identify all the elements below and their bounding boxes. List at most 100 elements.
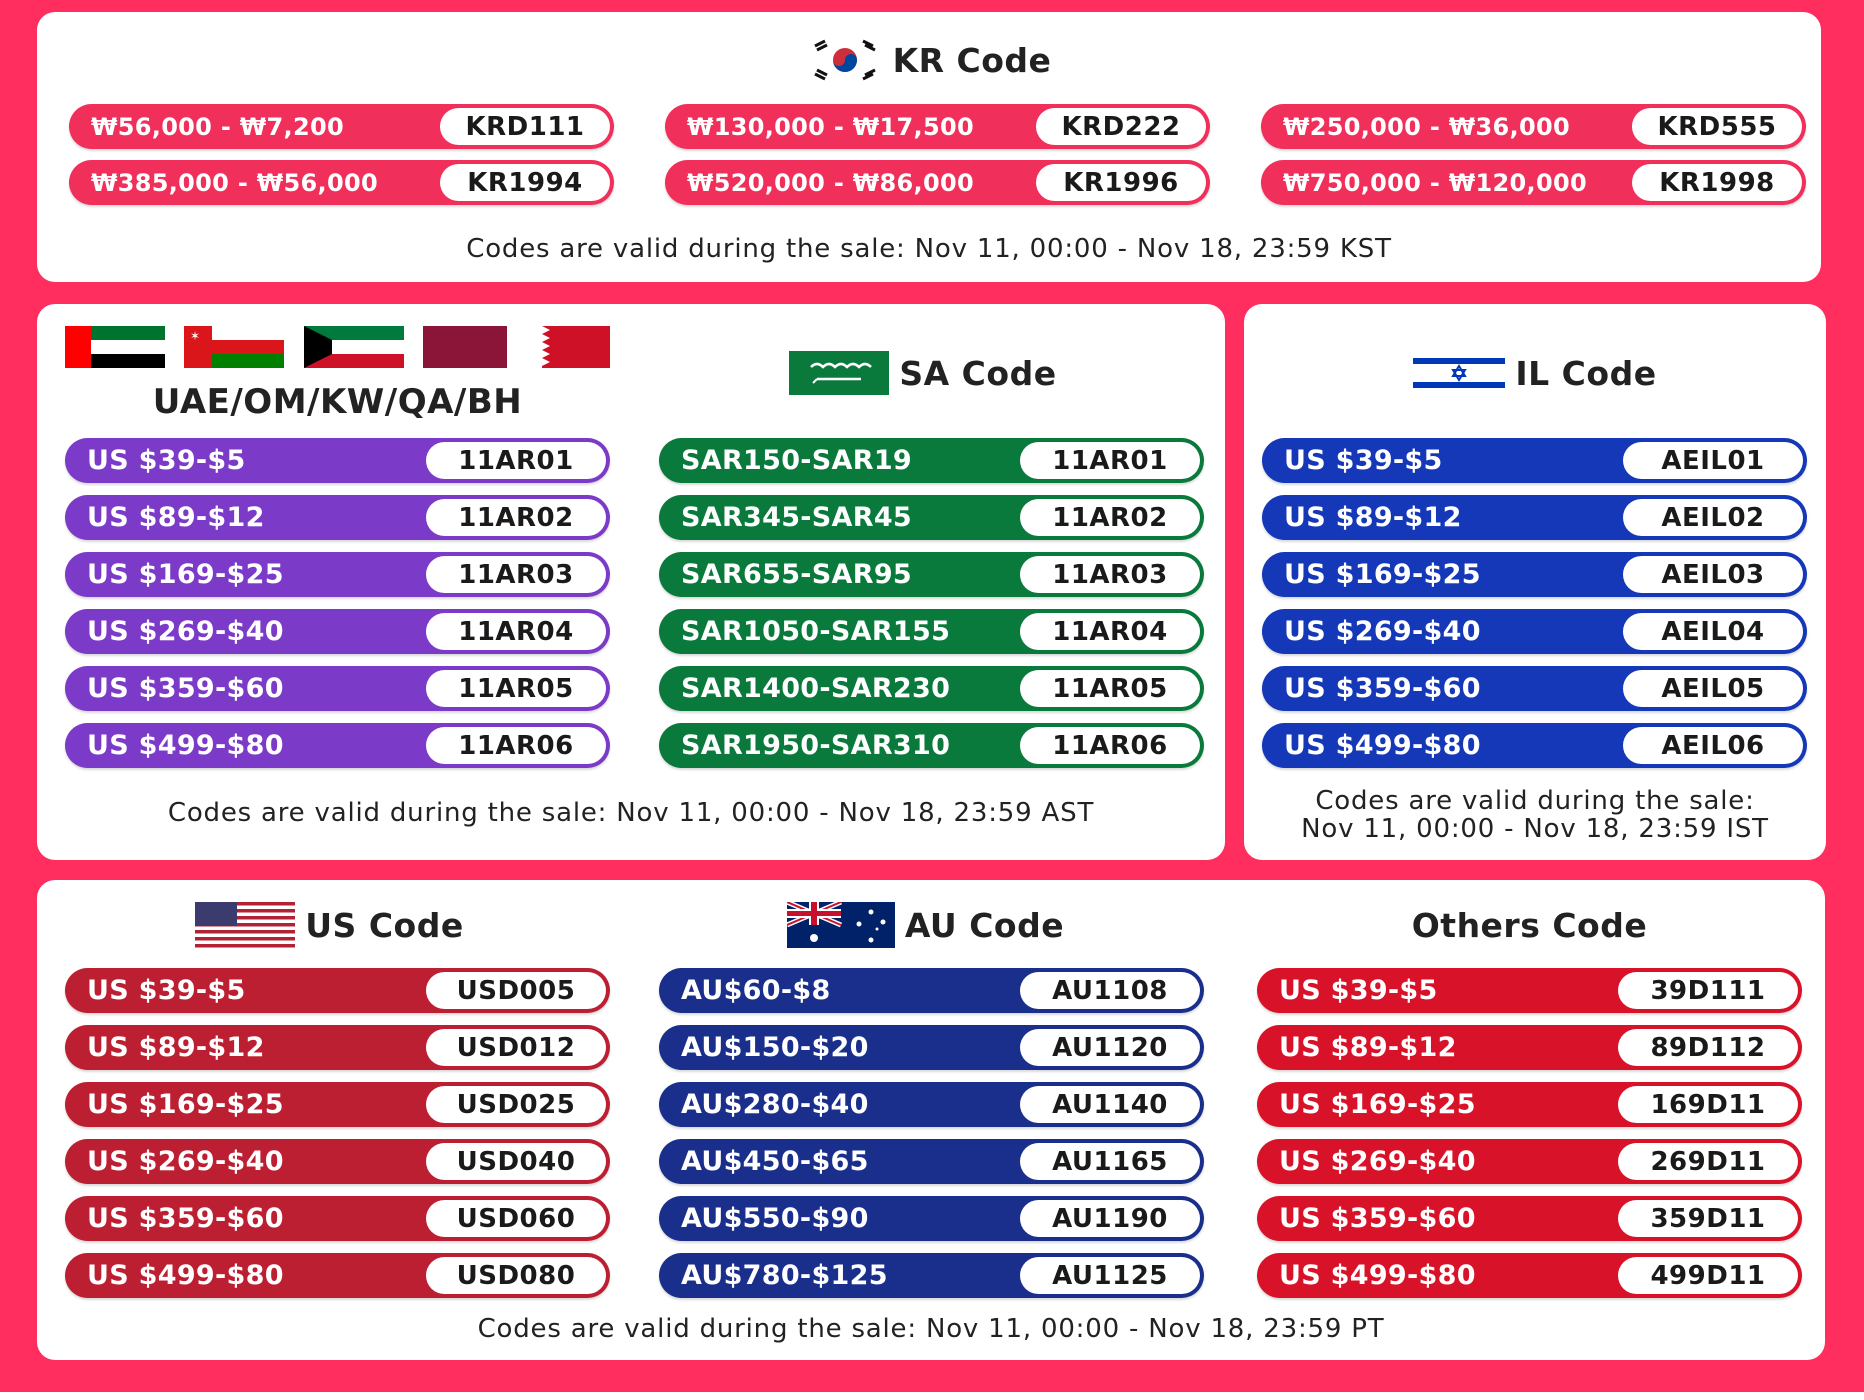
promo-code[interactable]: 11AR01 <box>426 442 606 479</box>
promo-code[interactable]: 11AR01 <box>1020 442 1200 479</box>
us-code-pill[interactable]: US $499-$80 USD080 <box>65 1253 610 1298</box>
il-code-pill[interactable]: US $89-$12 AEIL02 <box>1262 495 1807 540</box>
promo-code[interactable]: AEIL02 <box>1623 499 1803 536</box>
sa-code-pill[interactable]: SAR150-SAR19 11AR01 <box>659 438 1204 483</box>
promo-code[interactable]: 11AR05 <box>426 670 606 707</box>
il-code-pill[interactable]: US $39-$5 AEIL01 <box>1262 438 1807 483</box>
promo-code[interactable]: USD080 <box>426 1257 606 1294</box>
promo-code[interactable]: 11AR04 <box>1020 613 1200 650</box>
au-code-pill[interactable]: AU$60-$8 AU1108 <box>659 968 1204 1013</box>
promo-code[interactable]: AEIL06 <box>1623 727 1803 764</box>
promo-code[interactable]: AU1120 <box>1020 1029 1200 1066</box>
price-range-label: US $39-$5 <box>1279 975 1438 1006</box>
promo-code[interactable]: 11AR03 <box>1020 556 1200 593</box>
price-range-label: SAR345-SAR45 <box>681 502 913 533</box>
kr-code-pill[interactable]: ₩520,000 - ₩86,000 KR1996 <box>665 160 1210 205</box>
promo-code[interactable]: KRD111 <box>440 108 610 145</box>
promo-code[interactable]: 11AR02 <box>426 499 606 536</box>
others-code-pill[interactable]: US $169-$25 169D11 <box>1257 1082 1802 1127</box>
price-range-label: US $269-$40 <box>1279 1146 1476 1177</box>
promo-code[interactable]: USD005 <box>426 972 606 1009</box>
au-code-pill[interactable]: AU$780-$125 AU1125 <box>659 1253 1204 1298</box>
us-code-pill[interactable]: US $169-$25 USD025 <box>65 1082 610 1127</box>
sa-code-pill[interactable]: SAR1050-SAR155 11AR04 <box>659 609 1204 654</box>
kr-code-pill[interactable]: ₩56,000 - ₩7,200 KRD111 <box>69 104 614 149</box>
promo-code[interactable]: 39D111 <box>1618 972 1798 1009</box>
others-code-pill[interactable]: US $359-$60 359D11 <box>1257 1196 1802 1241</box>
il-code-pill[interactable]: US $269-$40 AEIL04 <box>1262 609 1807 654</box>
ar-code-pill[interactable]: US $39-$5 11AR01 <box>65 438 610 483</box>
il-code-pill[interactable]: US $499-$80 AEIL06 <box>1262 723 1807 768</box>
price-range-label: US $169-$25 <box>1279 1089 1476 1120</box>
au-code-pill[interactable]: AU$280-$40 AU1140 <box>659 1082 1204 1127</box>
oman-flag-icon: ✶ <box>184 326 285 368</box>
promo-code[interactable]: 11AR02 <box>1020 499 1200 536</box>
sa-code-pill[interactable]: SAR1950-SAR310 11AR06 <box>659 723 1204 768</box>
price-range-label: ₩385,000 - ₩56,000 <box>91 168 378 197</box>
promo-code[interactable]: 89D112 <box>1618 1029 1798 1066</box>
price-range-label: US $359-$60 <box>87 673 284 704</box>
promo-code[interactable]: 11AR05 <box>1020 670 1200 707</box>
qatar-flag-icon <box>422 326 507 368</box>
others-code-pill[interactable]: US $499-$80 499D11 <box>1257 1253 1802 1298</box>
promo-code[interactable]: USD060 <box>426 1200 606 1237</box>
promo-code[interactable]: 11AR06 <box>1020 727 1200 764</box>
price-range-label: ₩56,000 - ₩7,200 <box>91 112 344 141</box>
il-code-pill[interactable]: US $169-$25 AEIL03 <box>1262 552 1807 597</box>
sa-code-pill[interactable]: SAR1400-SAR230 11AR05 <box>659 666 1204 711</box>
ar-code-pill[interactable]: US $269-$40 11AR04 <box>65 609 610 654</box>
us-code-pill[interactable]: US $359-$60 USD060 <box>65 1196 610 1241</box>
sa-code-pill[interactable]: SAR655-SAR95 11AR03 <box>659 552 1204 597</box>
ar-code-pill[interactable]: US $359-$60 11AR05 <box>65 666 610 711</box>
promo-code[interactable]: KR1996 <box>1036 164 1206 201</box>
kr-code-pill[interactable]: ₩750,000 - ₩120,000 KR1998 <box>1261 160 1806 205</box>
promo-code[interactable]: KR1994 <box>440 164 610 201</box>
price-range-label: US $39-$5 <box>87 975 246 1006</box>
promo-code[interactable]: 359D11 <box>1618 1200 1798 1237</box>
au-code-pill[interactable]: AU$550-$90 AU1190 <box>659 1196 1204 1241</box>
others-heading: Others Code <box>1257 898 1802 952</box>
promo-code[interactable]: USD025 <box>426 1086 606 1123</box>
promo-code[interactable]: AU1125 <box>1020 1257 1200 1294</box>
kr-code-pill[interactable]: ₩250,000 - ₩36,000 KRD555 <box>1261 104 1806 149</box>
price-range-label: SAR1950-SAR310 <box>681 730 951 761</box>
promo-code[interactable]: 11AR06 <box>426 727 606 764</box>
sa-code-pill[interactable]: SAR345-SAR45 11AR02 <box>659 495 1204 540</box>
promo-code[interactable]: KRD222 <box>1036 108 1206 145</box>
promo-code[interactable]: 269D11 <box>1618 1143 1798 1180</box>
us-code-pill[interactable]: US $269-$40 USD040 <box>65 1139 610 1184</box>
au-code-pill[interactable]: AU$150-$20 AU1120 <box>659 1025 1204 1070</box>
promo-code[interactable]: AEIL04 <box>1623 613 1803 650</box>
promo-code[interactable]: AU1140 <box>1020 1086 1200 1123</box>
promo-code[interactable]: 11AR04 <box>426 613 606 650</box>
promo-code[interactable]: AEIL03 <box>1623 556 1803 593</box>
promo-code[interactable]: AEIL05 <box>1623 670 1803 707</box>
ar-code-pill[interactable]: US $499-$80 11AR06 <box>65 723 610 768</box>
promo-code[interactable]: 169D11 <box>1618 1086 1798 1123</box>
promo-code[interactable]: 11AR03 <box>426 556 606 593</box>
ar-code-pill[interactable]: US $169-$25 11AR03 <box>65 552 610 597</box>
australia-flag-icon <box>786 902 895 948</box>
others-code-pill[interactable]: US $39-$5 39D111 <box>1257 968 1802 1013</box>
price-range-label: US $39-$5 <box>1284 445 1443 476</box>
kr-code-pill[interactable]: ₩130,000 - ₩17,500 KRD222 <box>665 104 1210 149</box>
others-code-pill[interactable]: US $269-$40 269D11 <box>1257 1139 1802 1184</box>
us-code-pill[interactable]: US $89-$12 USD012 <box>65 1025 610 1070</box>
promo-code[interactable]: USD012 <box>426 1029 606 1066</box>
promo-code[interactable]: AU1190 <box>1020 1200 1200 1237</box>
promo-code[interactable]: 499D11 <box>1618 1257 1798 1294</box>
promo-code[interactable]: AEIL01 <box>1623 442 1803 479</box>
price-range-label: US $499-$80 <box>87 730 284 761</box>
promo-code[interactable]: AU1165 <box>1020 1143 1200 1180</box>
promo-code[interactable]: USD040 <box>426 1143 606 1180</box>
bahrain-flag-icon <box>526 326 610 368</box>
promo-code[interactable]: KR1998 <box>1632 164 1802 201</box>
promo-code[interactable]: KRD555 <box>1632 108 1802 145</box>
il-code-pill[interactable]: US $359-$60 AEIL05 <box>1262 666 1807 711</box>
au-code-pill[interactable]: AU$450-$65 AU1165 <box>659 1139 1204 1184</box>
kr-code-pill[interactable]: ₩385,000 - ₩56,000 KR1994 <box>69 160 614 205</box>
us-code-pill[interactable]: US $39-$5 USD005 <box>65 968 610 1013</box>
others-code-pill[interactable]: US $89-$12 89D112 <box>1257 1025 1802 1070</box>
promo-code[interactable]: AU1108 <box>1020 972 1200 1009</box>
ar-code-pill[interactable]: US $89-$12 11AR02 <box>65 495 610 540</box>
